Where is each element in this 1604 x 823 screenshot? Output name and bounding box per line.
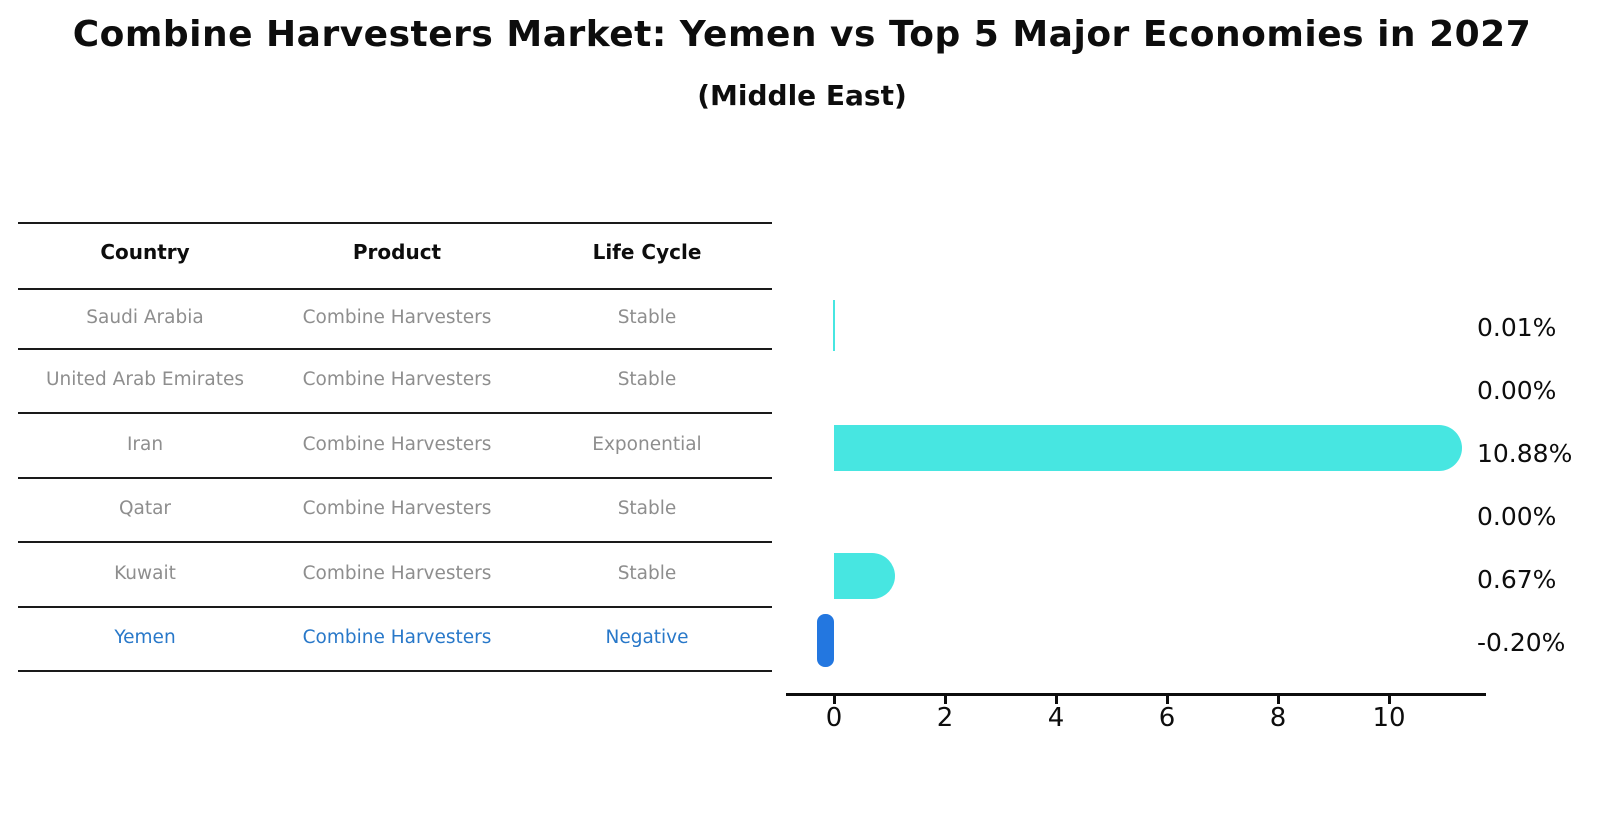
table-rule [18, 541, 772, 543]
table-cell-product: Combine Harvesters [302, 563, 492, 584]
bar-saudi-arabia [833, 299, 835, 351]
table-cell-product: Combine Harvesters [302, 434, 492, 455]
table-row-united-arab-emirates: United Arab Emirates Combine Harvesters … [18, 365, 772, 395]
x-axis-line [786, 693, 1486, 696]
x-tick-label-2: 2 [936, 703, 954, 733]
value-label-yemen: -0.20% [1477, 628, 1566, 657]
table-row-iran: Iran Combine Harvesters Exponential [18, 430, 772, 460]
table-header-product: Product [352, 240, 442, 264]
table-rule [18, 412, 772, 414]
table-cell-product: Combine Harvesters [302, 627, 492, 648]
x-tick-2 [944, 695, 947, 704]
table-row-yemen: Yemen Combine Harvesters Negative [18, 623, 772, 653]
table-cell-country: Qatar [118, 498, 172, 519]
x-tick-label-0: 0 [825, 703, 843, 733]
value-label-qatar: 0.00% [1477, 502, 1557, 531]
table-rule-bottom [18, 670, 772, 672]
bar-iran [834, 425, 1462, 471]
table-cell-country: Kuwait [114, 563, 176, 584]
table-cell-lifecycle: Stable [617, 563, 677, 584]
x-tick-4 [1055, 695, 1058, 704]
table-cell-country: Yemen [114, 627, 176, 648]
table-row-qatar: Qatar Combine Harvesters Stable [18, 494, 772, 524]
page-title: Combine Harvesters Market: Yemen vs Top … [72, 14, 1532, 55]
table-rule [18, 606, 772, 608]
table-row-saudi-arabia: Saudi Arabia Combine Harvesters Stable [18, 303, 772, 333]
x-tick-label-10: 10 [1372, 703, 1406, 733]
x-tick-6 [1166, 695, 1169, 704]
table-rule [18, 348, 772, 350]
value-label-iran: 10.88% [1477, 439, 1573, 468]
table-header-country: Country [100, 240, 190, 264]
value-label-kuwait: 0.67% [1477, 565, 1557, 594]
x-tick-0 [833, 695, 836, 704]
table-header-lifecycle: Life Cycle [592, 240, 702, 264]
bar-kuwait [834, 553, 896, 599]
table-cell-product: Combine Harvesters [302, 498, 492, 519]
comparison-table: Country Product Life Cycle Saudi Arabia … [18, 222, 772, 672]
table-cell-lifecycle: Stable [617, 369, 677, 390]
x-tick-10 [1388, 695, 1391, 704]
x-tick-label-4: 4 [1047, 703, 1065, 733]
x-tick-8 [1277, 695, 1280, 704]
page-subtitle: (Middle East) [697, 79, 907, 112]
x-tick-label-8: 8 [1269, 703, 1287, 733]
value-label-saudi-arabia: 0.01% [1477, 313, 1557, 342]
table-cell-country: United Arab Emirates [46, 369, 244, 390]
table-cell-country: Saudi Arabia [86, 307, 204, 328]
table-cell-lifecycle: Negative [605, 627, 689, 648]
x-tick-label-6: 6 [1158, 703, 1176, 733]
value-label-united-arab-emirates: 0.00% [1477, 376, 1557, 405]
table-cell-country: Iran [126, 434, 164, 455]
table-rule [18, 288, 772, 290]
table-cell-product: Combine Harvesters [302, 307, 492, 328]
table-cell-lifecycle: Stable [617, 307, 677, 328]
bar-yemen [816, 613, 834, 667]
table-cell-lifecycle: Exponential [592, 434, 702, 455]
table-row-kuwait: Kuwait Combine Harvesters Stable [18, 559, 772, 589]
table-header-row: Country Product Life Cycle [18, 237, 772, 267]
table-rule [18, 477, 772, 479]
table-cell-product: Combine Harvesters [302, 369, 492, 390]
table-cell-lifecycle: Stable [617, 498, 677, 519]
table-rule-top [18, 222, 772, 224]
